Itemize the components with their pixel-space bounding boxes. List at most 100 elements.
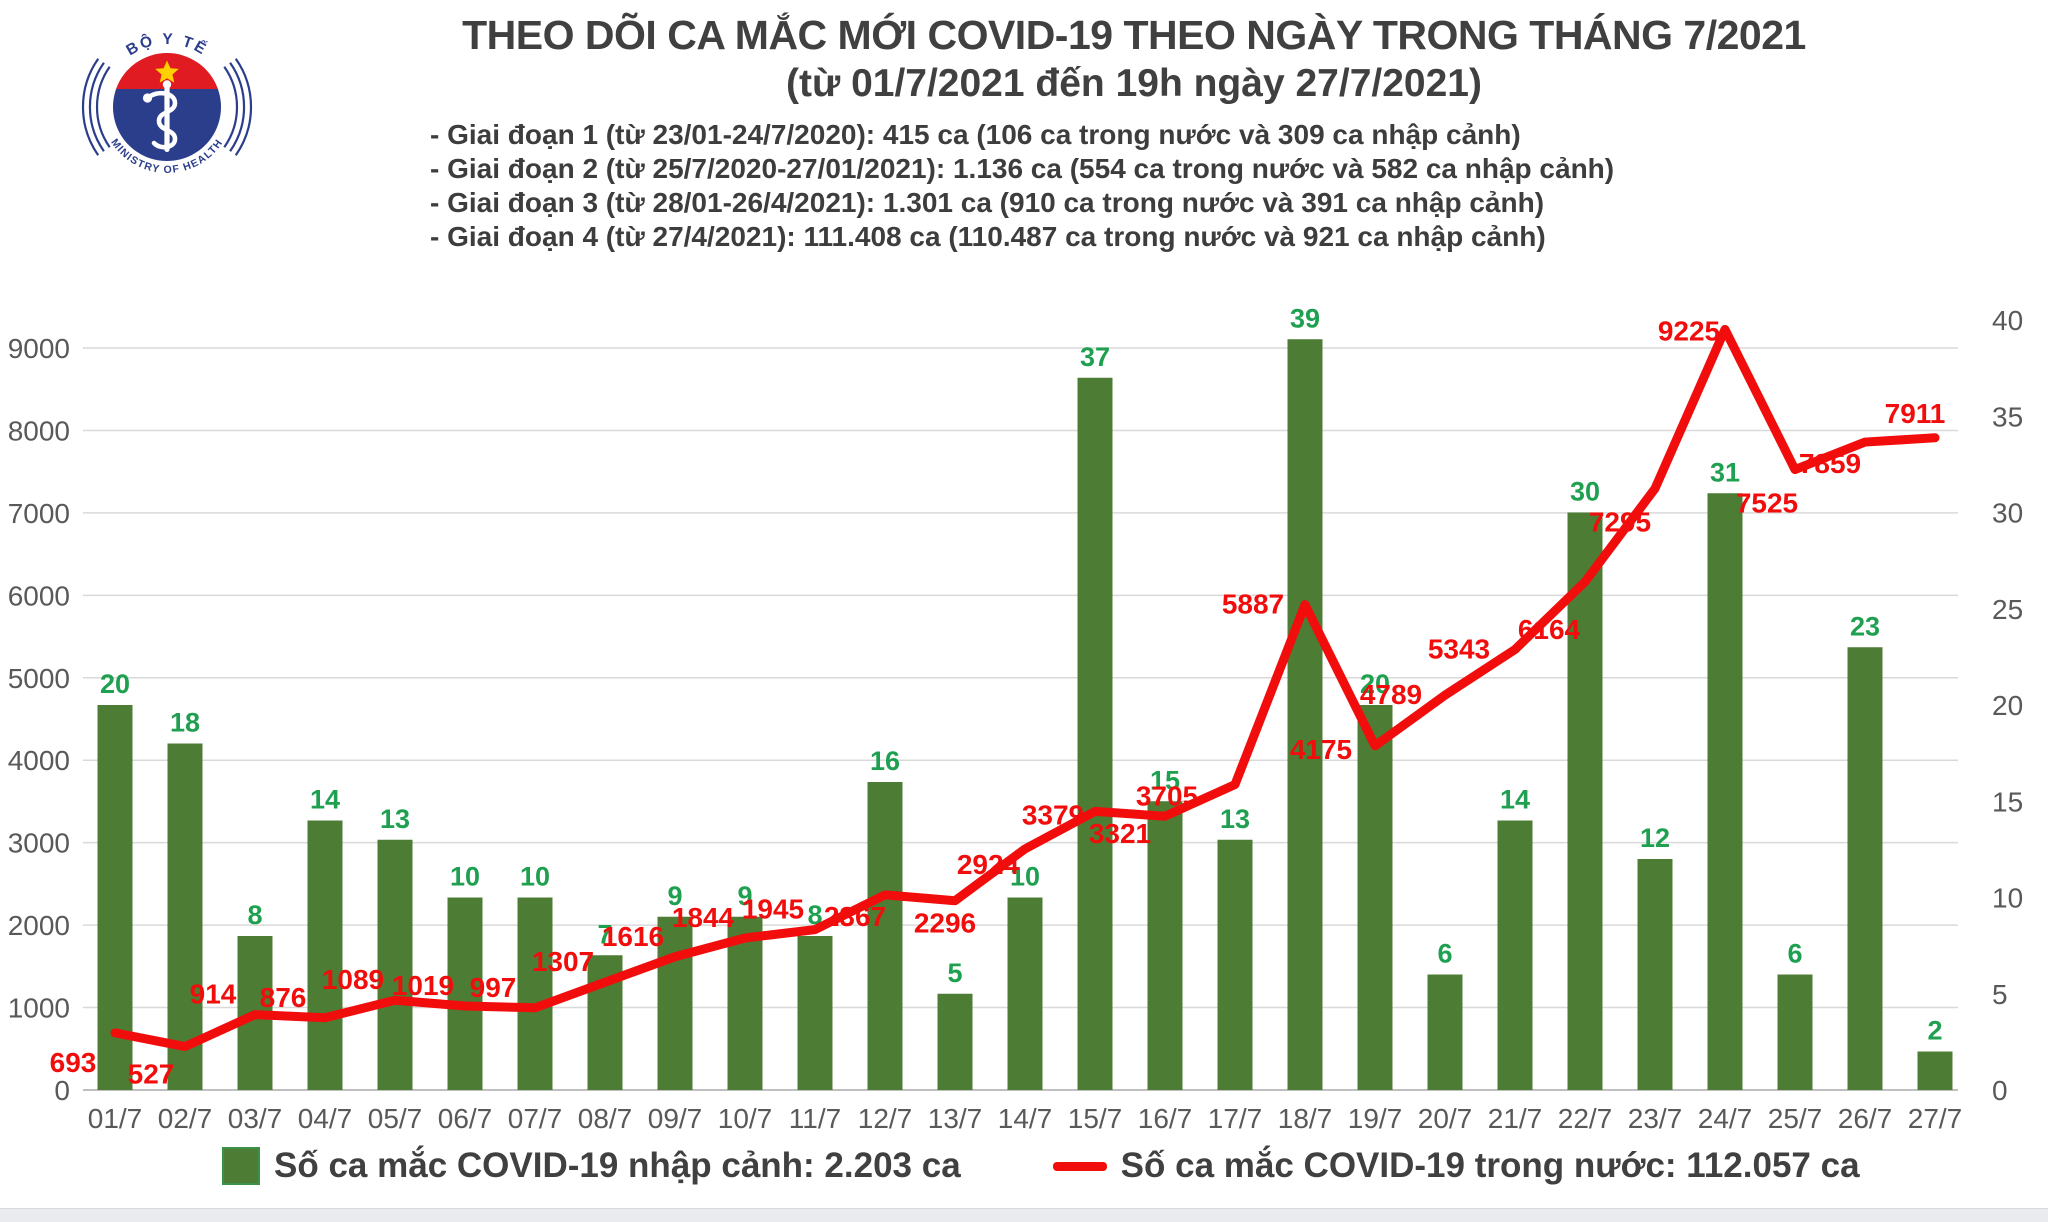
legend-line-label: Số ca mắc COVID-19 trong nước: 112.057 c… <box>1120 1146 1860 1185</box>
svg-text:19/7: 19/7 <box>1348 1103 1403 1134</box>
left-axis-labels: 0 1000 2000 3000 4000 5000 6000 7000 8000 9000 <box>8 333 70 1106</box>
svg-text:20: 20 <box>1360 669 1390 699</box>
svg-text:7525: 7525 <box>1736 488 1798 519</box>
svg-text:8: 8 <box>807 900 822 930</box>
bar <box>97 705 133 1090</box>
chart-header: THEO DÕI CA MẮC MỚI COVID-19 THEO NGÀY T… <box>250 10 2018 108</box>
bar <box>1917 1051 1953 1090</box>
svg-text:25/7: 25/7 <box>1768 1103 1823 1134</box>
logo-star-icon <box>155 60 179 83</box>
svg-text:6164: 6164 <box>1518 614 1581 645</box>
svg-text:40: 40 <box>1992 305 2023 336</box>
imported-cases-bars <box>97 339 1953 1090</box>
svg-text:25: 25 <box>1992 594 2023 625</box>
bar <box>1777 974 1813 1090</box>
svg-text:914: 914 <box>190 979 237 1010</box>
svg-text:7: 7 <box>597 919 612 949</box>
svg-text:22/7: 22/7 <box>1558 1103 1613 1134</box>
svg-text:7295: 7295 <box>1589 507 1651 538</box>
svg-text:13: 13 <box>1220 804 1250 834</box>
svg-text:10: 10 <box>1010 862 1040 892</box>
svg-text:35: 35 <box>1992 401 2023 432</box>
logo-side-arcs <box>81 58 253 156</box>
phase-3-line: - Giai đoạn 3 (từ 28/01-26/4/2021): 1.30… <box>430 187 1545 218</box>
bar <box>1427 974 1463 1090</box>
svg-text:693: 693 <box>50 1047 97 1078</box>
bar <box>1497 820 1533 1090</box>
svg-text:23: 23 <box>1850 611 1880 641</box>
ministry-of-health-logo: BỘ Y TẾ MINISTRY OF HEALTH <box>81 31 253 176</box>
svg-text:1000: 1000 <box>8 993 70 1024</box>
page-subtitle: (từ 01/7/2021 đến 19h ngày 27/7/2021) <box>786 62 1482 105</box>
svg-text:6: 6 <box>1437 939 1452 969</box>
svg-text:18/7: 18/7 <box>1278 1103 1333 1134</box>
svg-text:997: 997 <box>470 972 517 1003</box>
svg-text:10: 10 <box>520 862 550 892</box>
svg-text:14: 14 <box>1500 785 1530 815</box>
x-axis-labels: 01/7 02/7 03/7 04/7 05/7 06/7 07/7 08/7 09/7 10/7… <box>88 1103 1963 1134</box>
svg-text:11/7: 11/7 <box>789 1103 841 1134</box>
svg-text:12: 12 <box>1640 823 1670 853</box>
svg-text:20: 20 <box>100 669 130 699</box>
domestic-cases-line <box>110 324 1940 1052</box>
svg-text:5000: 5000 <box>8 663 70 694</box>
svg-text:2: 2 <box>1927 1016 1942 1046</box>
svg-text:2367: 2367 <box>824 901 886 932</box>
svg-text:7911: 7911 <box>1885 398 1946 429</box>
svg-text:9: 9 <box>737 881 752 911</box>
svg-text:15: 15 <box>1150 765 1180 795</box>
bar <box>1567 512 1603 1090</box>
legend-imported-cases: Số ca mắc COVID-19 nhập cảnh: 2.203 ca <box>222 1146 961 1186</box>
svg-text:6: 6 <box>1787 939 1802 969</box>
svg-text:15: 15 <box>1992 786 2023 817</box>
svg-text:9: 9 <box>667 881 682 911</box>
bar <box>867 782 903 1090</box>
phase-4-line: - Giai đoạn 4 (từ 27/4/2021): 111.408 ca… <box>430 221 1546 252</box>
svg-text:14: 14 <box>310 785 340 815</box>
svg-text:31: 31 <box>1710 457 1740 487</box>
svg-text:7859: 7859 <box>1799 448 1861 479</box>
svg-text:01/7: 01/7 <box>88 1103 143 1134</box>
svg-text:0: 0 <box>1992 1075 2008 1106</box>
bar <box>307 820 343 1090</box>
svg-text:1019: 1019 <box>392 970 454 1001</box>
svg-text:26/7: 26/7 <box>1838 1103 1893 1134</box>
phase-2-line: - Giai đoạn 2 (từ 25/7/2020-27/01/2021):… <box>430 153 1615 184</box>
bar <box>657 916 693 1090</box>
logo-asclepius-staff-icon <box>142 80 178 152</box>
svg-text:13/7: 13/7 <box>928 1103 983 1134</box>
legend-line-swatch-icon <box>1052 1161 1107 1171</box>
imported-cases-bar-labels: 20 18 8 14 13 10 10 7 9 9 8 16 5 10 37 15 13 39 20 6 14 30 12 3… <box>100 303 1943 1045</box>
svg-text:1616: 1616 <box>602 921 664 952</box>
svg-text:17/7: 17/7 <box>1208 1103 1263 1134</box>
svg-text:5887: 5887 <box>1222 589 1284 620</box>
svg-text:20: 20 <box>1992 690 2023 721</box>
bar <box>937 993 973 1090</box>
svg-text:2000: 2000 <box>8 910 70 941</box>
legend-domestic-cases: Số ca mắc COVID-19 trong nước: 112.057 c… <box>1052 1146 1860 1186</box>
phase-1-line: - Giai đoạn 1 (từ 23/01-24/7/2020): 415 … <box>430 119 1521 150</box>
svg-text:10: 10 <box>1992 883 2023 914</box>
svg-text:37: 37 <box>1080 342 1110 372</box>
bar <box>1707 493 1743 1090</box>
bar <box>1847 647 1883 1090</box>
svg-text:18: 18 <box>170 708 200 738</box>
bar <box>1357 705 1393 1090</box>
svg-text:1945: 1945 <box>742 894 804 925</box>
legend-bar-swatch-icon <box>222 1147 260 1185</box>
window-bottom-strip <box>0 1208 2048 1222</box>
svg-text:9225: 9225 <box>1658 315 1720 346</box>
svg-text:12/7: 12/7 <box>858 1103 913 1134</box>
svg-text:30: 30 <box>1570 477 1600 507</box>
bar <box>1217 839 1253 1090</box>
svg-text:21/7: 21/7 <box>1488 1103 1543 1134</box>
svg-text:6000: 6000 <box>8 580 70 611</box>
svg-text:07/7: 07/7 <box>508 1103 563 1134</box>
svg-text:06/7: 06/7 <box>438 1103 493 1134</box>
chart-legend: Số ca mắc COVID-19 nhập cảnh: 2.203 ca S… <box>0 1146 2048 1186</box>
svg-text:3321: 3321 <box>1089 818 1151 849</box>
bar <box>377 839 413 1090</box>
svg-text:10/7: 10/7 <box>718 1103 773 1134</box>
svg-text:9000: 9000 <box>8 333 70 364</box>
